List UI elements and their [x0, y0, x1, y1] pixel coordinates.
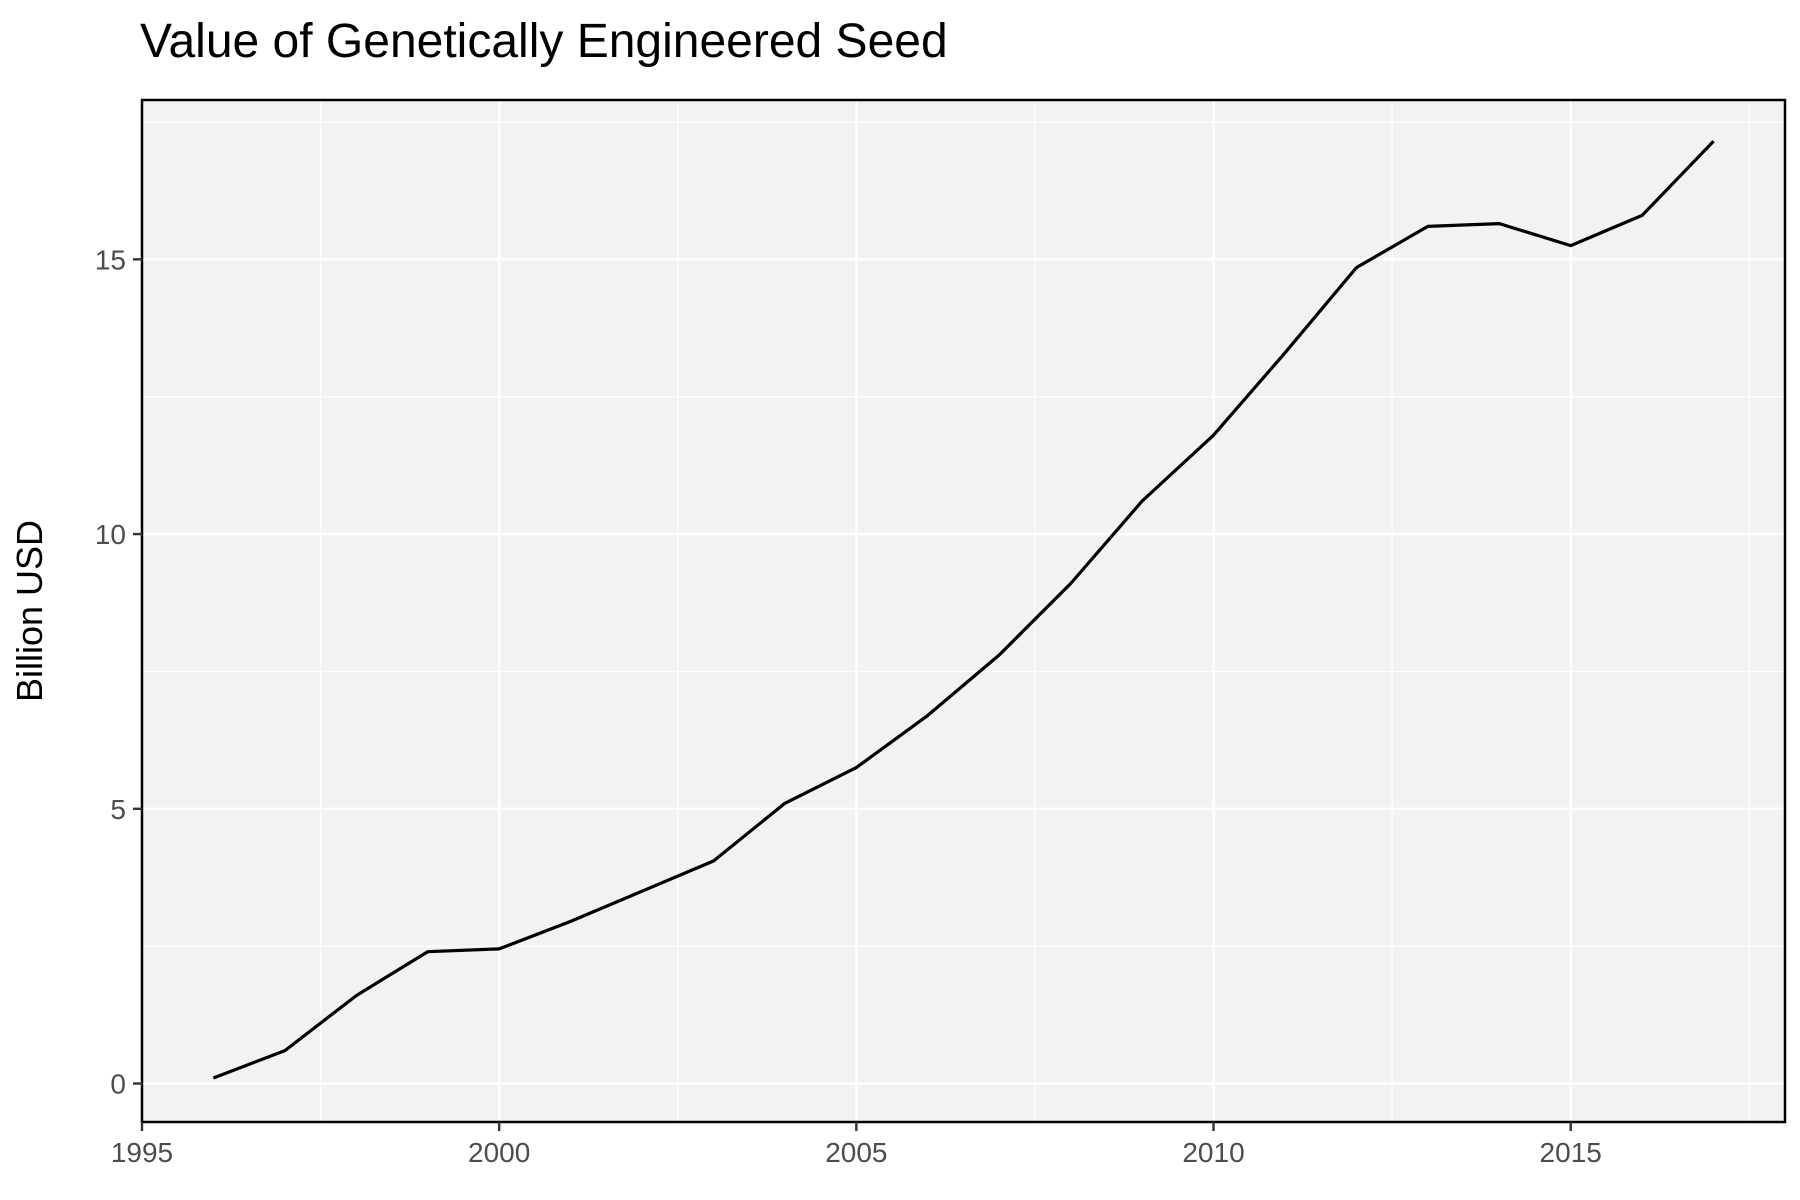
chart-title: Value of Genetically Engineered Seed	[140, 15, 948, 68]
y-tick-label: 0	[110, 1069, 126, 1100]
x-axis: 1995 2000 2005 2010 2015	[111, 1122, 1602, 1168]
y-tick-label: 10	[95, 519, 126, 550]
plot-border	[140, 98, 1787, 1124]
x-tick-label: 1995	[111, 1137, 173, 1168]
plot-panel	[142, 100, 1785, 1122]
x-tick-label: 2000	[468, 1137, 530, 1168]
minor-gridlines	[142, 100, 1785, 1122]
x-tick-label: 2010	[1182, 1137, 1244, 1168]
y-axis: 0 5 10 15	[95, 244, 142, 1100]
y-tick-label: 5	[110, 794, 126, 825]
y-axis-title: Billion USD	[9, 520, 50, 702]
x-tick-label: 2005	[825, 1137, 887, 1168]
series-line	[212, 140, 1715, 1080]
x-tick-label: 2015	[1540, 1137, 1602, 1168]
y-tick-label: 15	[95, 244, 126, 275]
